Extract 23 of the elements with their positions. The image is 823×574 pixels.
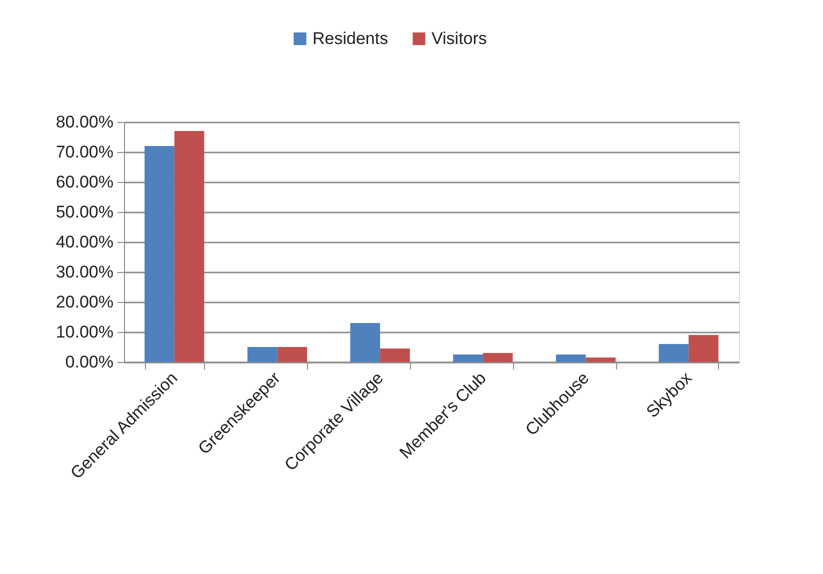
bar [453, 354, 483, 362]
y-tick-label: 50.00% [56, 202, 114, 222]
y-tick-label: 30.00% [56, 262, 114, 282]
y-tick-label: 70.00% [56, 142, 114, 162]
bar [380, 348, 410, 362]
bar [144, 146, 174, 362]
bar [174, 131, 204, 362]
bar [586, 358, 616, 362]
legend-label: Residents [312, 28, 388, 48]
bar [482, 353, 513, 362]
bar [688, 335, 718, 362]
bar [277, 347, 308, 362]
y-tick-label: 60.00% [56, 172, 114, 192]
legend-label: Visitors [432, 28, 487, 48]
bar [247, 347, 278, 362]
bar [350, 323, 380, 362]
y-tick-label: 10.00% [56, 322, 114, 342]
y-tick-label: 80.00% [56, 112, 114, 132]
y-tick-label: 20.00% [56, 292, 114, 312]
bar [556, 354, 586, 362]
bar [658, 344, 689, 362]
y-tick-label: 40.00% [56, 232, 114, 252]
y-tick-label: 0.00% [65, 352, 114, 372]
